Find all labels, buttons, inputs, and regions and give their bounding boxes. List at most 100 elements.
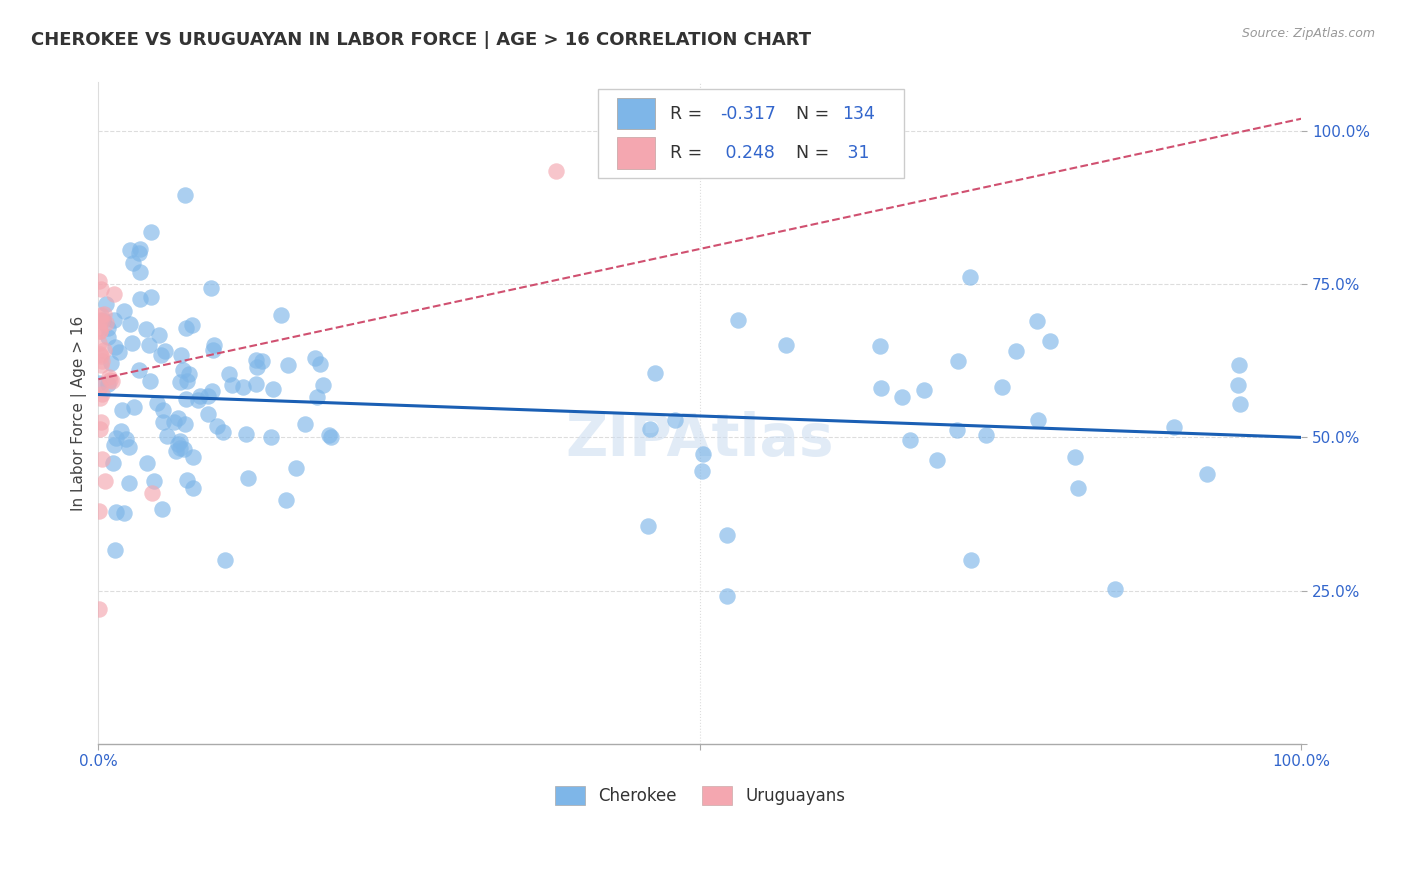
Point bbox=[912, 383, 935, 397]
Point bbox=[89, 391, 111, 405]
Point bbox=[176, 473, 198, 487]
Point bbox=[180, 318, 202, 332]
Point bbox=[103, 313, 125, 327]
Point bbox=[318, 428, 340, 442]
Point bbox=[152, 403, 174, 417]
Point bbox=[197, 407, 219, 421]
Point bbox=[218, 368, 240, 382]
Text: -0.317: -0.317 bbox=[720, 104, 776, 122]
Text: ZIPAtlas: ZIPAtlas bbox=[565, 411, 834, 468]
Point bbox=[1028, 413, 1050, 427]
Point bbox=[252, 354, 274, 368]
Point bbox=[238, 471, 260, 485]
Point bbox=[232, 380, 254, 394]
Point bbox=[319, 430, 342, 444]
Point bbox=[664, 413, 686, 427]
Point bbox=[89, 321, 111, 335]
Point bbox=[103, 437, 125, 451]
Point bbox=[245, 376, 267, 391]
Point bbox=[1005, 344, 1028, 359]
Text: Source: ZipAtlas.com: Source: ZipAtlas.com bbox=[1241, 27, 1375, 40]
Point bbox=[118, 317, 141, 331]
Point bbox=[245, 353, 267, 368]
Point bbox=[122, 256, 145, 270]
Point bbox=[1163, 419, 1185, 434]
Point bbox=[110, 425, 132, 439]
Point bbox=[104, 542, 127, 557]
Point bbox=[87, 602, 110, 616]
Point bbox=[128, 293, 150, 307]
Text: 0.248: 0.248 bbox=[720, 144, 775, 161]
Point bbox=[135, 321, 157, 335]
Point bbox=[716, 528, 738, 542]
Point bbox=[139, 289, 162, 303]
Point bbox=[111, 403, 134, 417]
Point bbox=[141, 485, 163, 500]
Point bbox=[991, 380, 1014, 394]
Point bbox=[100, 356, 122, 370]
Point bbox=[305, 390, 328, 404]
Point bbox=[544, 163, 567, 178]
Point bbox=[898, 434, 921, 448]
Point bbox=[200, 281, 222, 295]
Point bbox=[142, 475, 165, 489]
Point bbox=[107, 345, 129, 359]
Point bbox=[97, 321, 120, 335]
Point bbox=[91, 451, 114, 466]
Point bbox=[277, 358, 299, 372]
Point bbox=[201, 384, 224, 399]
Point bbox=[129, 242, 152, 256]
Point bbox=[90, 282, 112, 296]
Point bbox=[285, 461, 308, 475]
Point bbox=[925, 453, 948, 467]
Point bbox=[1226, 378, 1249, 392]
Point bbox=[1067, 481, 1090, 495]
Legend: Cherokee, Uruguayans: Cherokee, Uruguayans bbox=[548, 779, 852, 812]
Point bbox=[304, 351, 326, 365]
Point bbox=[181, 450, 204, 465]
Point bbox=[976, 428, 998, 442]
Point bbox=[152, 415, 174, 429]
Point bbox=[197, 389, 219, 403]
Point bbox=[103, 286, 125, 301]
Point bbox=[169, 375, 191, 389]
Point bbox=[775, 338, 797, 352]
Point bbox=[169, 441, 191, 455]
Point bbox=[1227, 358, 1250, 372]
Point bbox=[202, 338, 225, 352]
Point bbox=[1025, 314, 1047, 328]
Point bbox=[150, 348, 173, 362]
Point bbox=[104, 431, 127, 445]
Point bbox=[716, 589, 738, 603]
Point bbox=[190, 389, 212, 403]
Point bbox=[274, 493, 297, 508]
Point bbox=[246, 359, 269, 374]
Point bbox=[174, 417, 197, 431]
Point bbox=[201, 343, 224, 358]
Text: R =: R = bbox=[669, 144, 707, 161]
Point bbox=[235, 427, 257, 442]
Point bbox=[138, 338, 160, 352]
Point bbox=[727, 313, 749, 327]
Point bbox=[94, 316, 117, 330]
Point bbox=[104, 341, 127, 355]
FancyBboxPatch shape bbox=[617, 97, 655, 129]
Point bbox=[1197, 467, 1219, 481]
Point bbox=[309, 358, 332, 372]
Point bbox=[93, 307, 115, 321]
Point bbox=[260, 430, 283, 444]
Point bbox=[136, 456, 159, 470]
Point bbox=[89, 274, 111, 288]
Point bbox=[90, 308, 112, 322]
Point bbox=[94, 297, 117, 311]
Point bbox=[1104, 582, 1126, 596]
Point bbox=[174, 188, 197, 202]
Point bbox=[165, 443, 187, 458]
Point bbox=[89, 324, 111, 338]
Point bbox=[959, 270, 981, 285]
Point bbox=[294, 417, 316, 431]
Point bbox=[174, 320, 197, 334]
Point bbox=[1229, 396, 1251, 410]
Point bbox=[211, 425, 233, 439]
Point bbox=[146, 396, 169, 410]
